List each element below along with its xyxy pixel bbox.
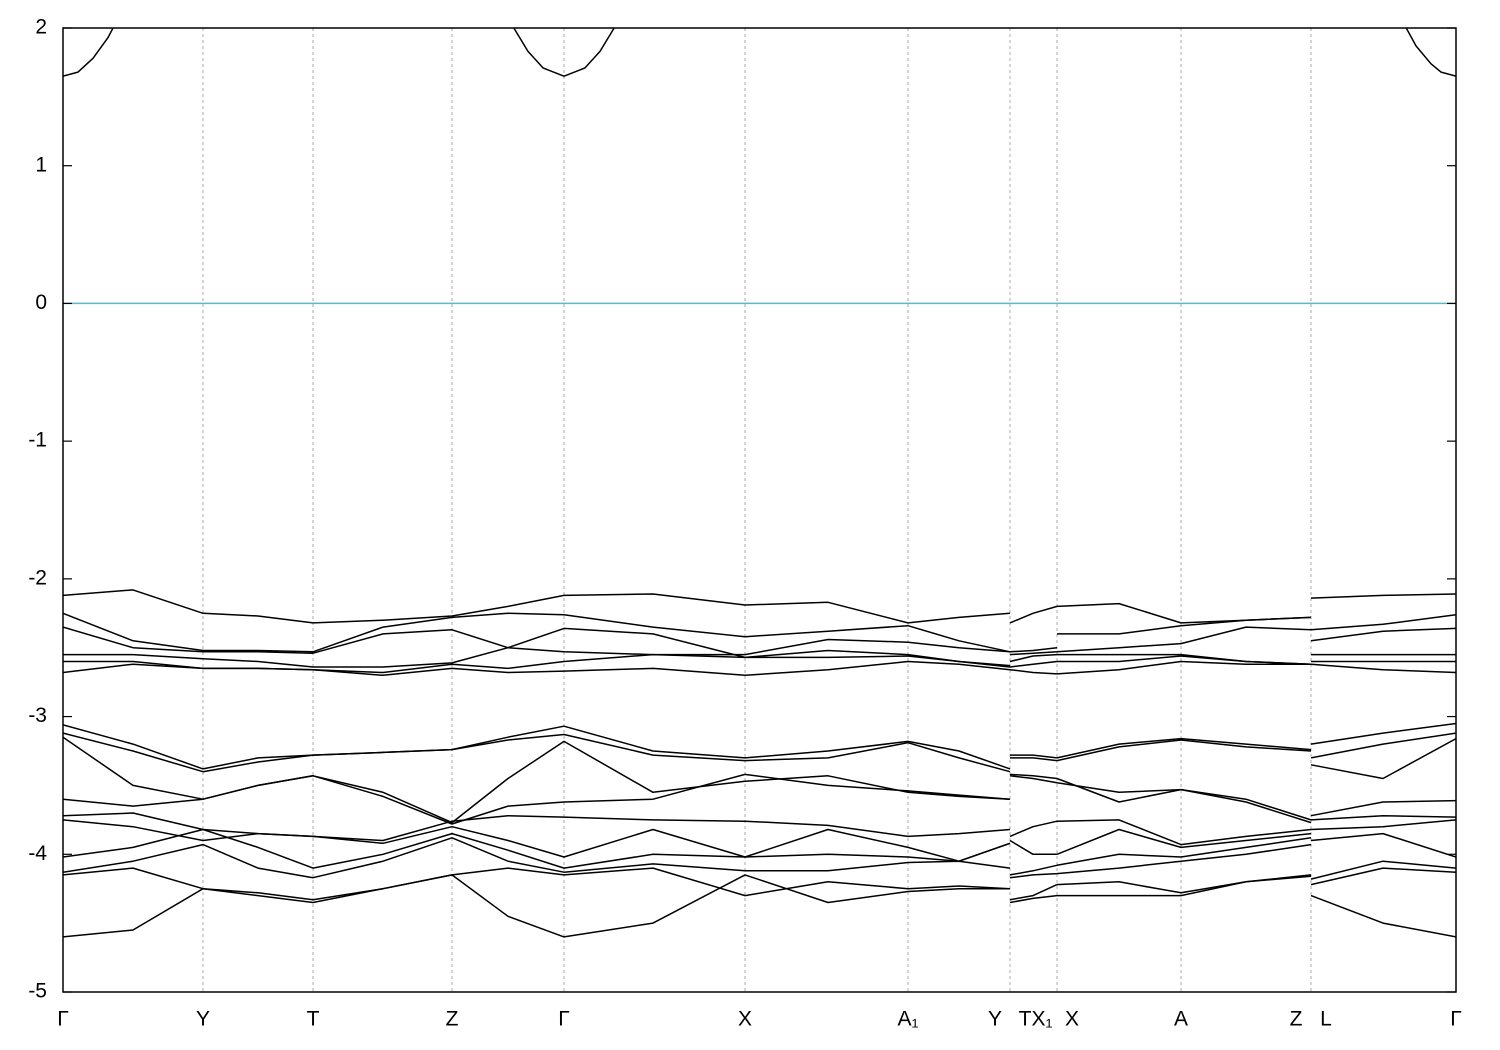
x-tick-label: Γ [1450, 1008, 1462, 1031]
x-tick-label: L [1320, 1008, 1332, 1031]
x-tick-label: T [1019, 1008, 1032, 1031]
x-tick-label: A₁ [897, 1008, 918, 1031]
band-line [63, 660, 1456, 677]
band-line [63, 627, 1456, 668]
band-line [63, 653, 1456, 674]
band-line [63, 828, 1456, 876]
band-line [63, 819, 1456, 862]
y-tick-label: -5 [28, 980, 47, 1003]
band-line [63, 837, 1456, 880]
band-line [63, 812, 1456, 846]
grid-layer [62, 28, 1457, 992]
band-line [63, 612, 1456, 653]
band-line [63, 28, 1456, 77]
y-tick-label: -1 [28, 429, 47, 452]
x-tick-label: T [307, 1008, 320, 1031]
band-line [63, 773, 1456, 825]
y-tick-label: -4 [28, 842, 47, 865]
x-tick-label: Y [988, 1008, 1002, 1031]
band-line [63, 874, 1456, 938]
x-tick-label: Y [196, 1008, 210, 1031]
band-line [63, 732, 1456, 773]
y-tick-label: 2 [35, 16, 47, 39]
plot-frame [62, 27, 1457, 993]
x-tick-label: Z [446, 1008, 459, 1031]
x-tick-label: Γ [57, 1008, 69, 1031]
x-tick-label: X [738, 1008, 752, 1031]
band-line [63, 867, 1456, 901]
y-tick-label: -2 [28, 566, 47, 589]
band-line [63, 589, 1456, 624]
y-tick-label: 0 [35, 291, 47, 314]
x-tick-label: Z [1290, 1008, 1303, 1031]
x-tick-label: X [1065, 1008, 1079, 1031]
band-line [63, 722, 1456, 770]
y-tick-label: -3 [28, 704, 47, 727]
x-tick-label: A [1174, 1008, 1188, 1031]
bands-layer [63, 28, 1456, 938]
x-tick-label: X₁ [1031, 1008, 1052, 1031]
y-tick-label: 1 [35, 153, 47, 176]
band-line [63, 736, 1456, 824]
x-tick-label: Γ [558, 1008, 570, 1031]
